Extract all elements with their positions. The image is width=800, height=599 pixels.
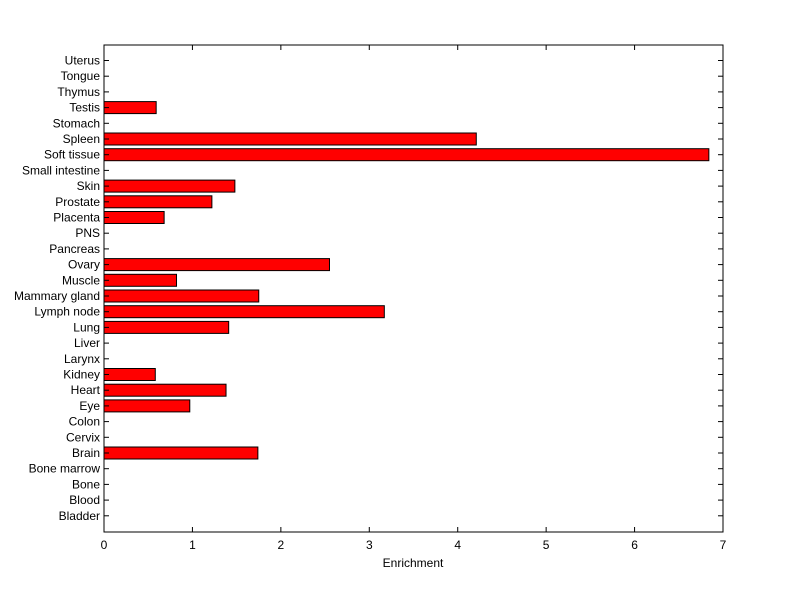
x-axis-ticks: 0 1 2 3 4 5 6 7	[101, 45, 727, 552]
y-tick-label: Small intestine	[22, 163, 100, 177]
y-tick-label: Eye	[79, 399, 100, 413]
y-tick-label: Ovary	[68, 258, 100, 272]
y-tick-label: Liver	[74, 336, 100, 350]
y-tick-label: Cervix	[66, 430, 100, 444]
x-tick-label: 7	[720, 538, 727, 552]
y-tick-label: Thymus	[57, 85, 100, 99]
x-tick-label: 6	[631, 538, 638, 552]
bar-prostate	[103, 195, 213, 209]
bar-skin	[103, 179, 236, 193]
y-tick-label: Larynx	[64, 352, 100, 366]
y-tick-label: PNS	[75, 226, 100, 240]
bar-mammary-gland	[103, 289, 260, 303]
y-tick-label: Placenta	[53, 211, 100, 225]
x-tick-label: 3	[366, 538, 373, 552]
x-tick-label: 2	[278, 538, 285, 552]
y-tick-label: Bone marrow	[29, 462, 101, 476]
bar-muscle	[103, 273, 178, 287]
y-tick-label: Tongue	[61, 69, 101, 83]
y-tick-label: Kidney	[63, 368, 100, 382]
y-tick-label: Stomach	[53, 116, 100, 130]
y-tick-label: Lung	[73, 320, 100, 334]
y-tick-label: Pancreas	[49, 242, 100, 256]
y-tick-label: Spleen	[63, 132, 100, 146]
y-tick-label: Bladder	[59, 509, 100, 523]
x-tick-label: 4	[454, 538, 461, 552]
bar-lung	[103, 320, 230, 334]
bar-kidney	[103, 368, 156, 381]
y-tick-label: Colon	[69, 415, 100, 429]
y-tick-label: Testis	[69, 101, 100, 115]
y-tick-label: Muscle	[62, 273, 100, 287]
y-tick-label: Mammary gland	[14, 289, 100, 303]
bar-ovary	[103, 258, 330, 272]
y-tick-label: Blood	[69, 493, 100, 507]
bar-soft-tissue	[103, 148, 710, 162]
bar-spleen	[103, 132, 477, 146]
bar-brain	[103, 446, 259, 460]
x-tick-label: 0	[101, 538, 108, 552]
y-tick-label: Brain	[72, 446, 100, 460]
x-tick-label: 5	[543, 538, 550, 552]
bar-testis	[103, 101, 157, 115]
y-tick-label: Lymph node	[34, 305, 100, 319]
bar-placenta	[103, 211, 165, 224]
x-tick-label: 1	[189, 538, 196, 552]
bar-heart	[103, 383, 227, 397]
y-tick-label: Bone	[72, 477, 100, 491]
x-axis-title: Enrichment	[383, 556, 444, 570]
bar-lymph-node	[103, 305, 385, 319]
y-tick-label: Uterus	[65, 54, 100, 68]
y-tick-label: Heart	[71, 383, 101, 397]
y-tick-label: Prostate	[55, 195, 100, 209]
y-tick-label: Skin	[77, 179, 100, 193]
y-tick-label: Soft tissue	[44, 148, 100, 162]
bar-eye	[103, 399, 191, 413]
plot-frame	[103, 44, 724, 533]
